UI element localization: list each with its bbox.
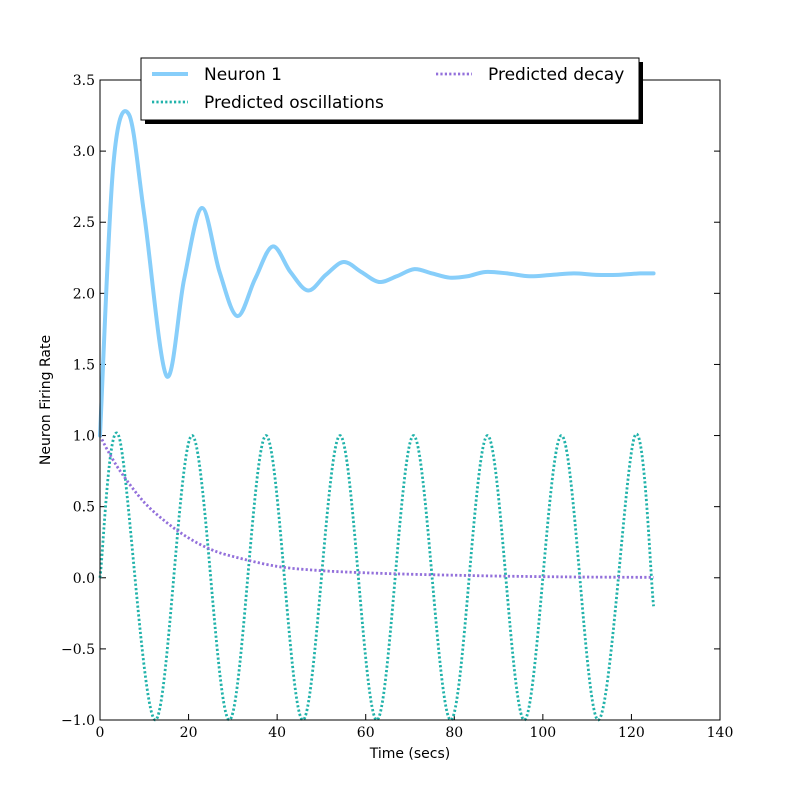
y-tick-label: 2.5 bbox=[73, 215, 95, 231]
legend-box bbox=[140, 57, 640, 121]
x-tick-label: 140 bbox=[707, 725, 734, 741]
y-tick-label: 0.5 bbox=[73, 500, 95, 516]
series-line-predicted-oscillations bbox=[98, 431, 655, 722]
legend-label: Predicted decay bbox=[488, 65, 624, 85]
x-tick-label: 120 bbox=[618, 725, 645, 741]
plot-area bbox=[100, 80, 720, 720]
x-tick-label: 60 bbox=[357, 725, 375, 741]
y-tick-label: 1.0 bbox=[73, 429, 95, 445]
y-tick-label: −0.5 bbox=[61, 642, 95, 658]
y-tick-label: 3.0 bbox=[73, 144, 95, 160]
y-tick-label: −1.0 bbox=[61, 713, 95, 729]
y-axis-label: Neuron Firing Rate bbox=[38, 335, 54, 465]
y-tick-label: 0.0 bbox=[73, 571, 95, 587]
y-tick-label: 3.5 bbox=[73, 73, 95, 89]
legend: Neuron 1 Predicted oscillations Predicted … bbox=[140, 57, 643, 124]
x-tick-label: 0 bbox=[96, 725, 105, 741]
legend-label: Predicted oscillations bbox=[204, 93, 384, 113]
series-line-neuron-1 bbox=[98, 109, 656, 438]
x-tick-label: 40 bbox=[268, 725, 286, 741]
x-axis-label: Time (secs) bbox=[369, 746, 451, 762]
x-tick-label: 80 bbox=[445, 725, 463, 741]
x-tick-label: 100 bbox=[529, 725, 556, 741]
legend-label: Neuron 1 bbox=[204, 65, 282, 85]
y-tick-label: 1.5 bbox=[73, 357, 95, 373]
x-tick-label: 20 bbox=[180, 725, 198, 741]
y-tick-label: 2.0 bbox=[73, 286, 95, 302]
series-line-predicted-decay bbox=[98, 434, 654, 579]
